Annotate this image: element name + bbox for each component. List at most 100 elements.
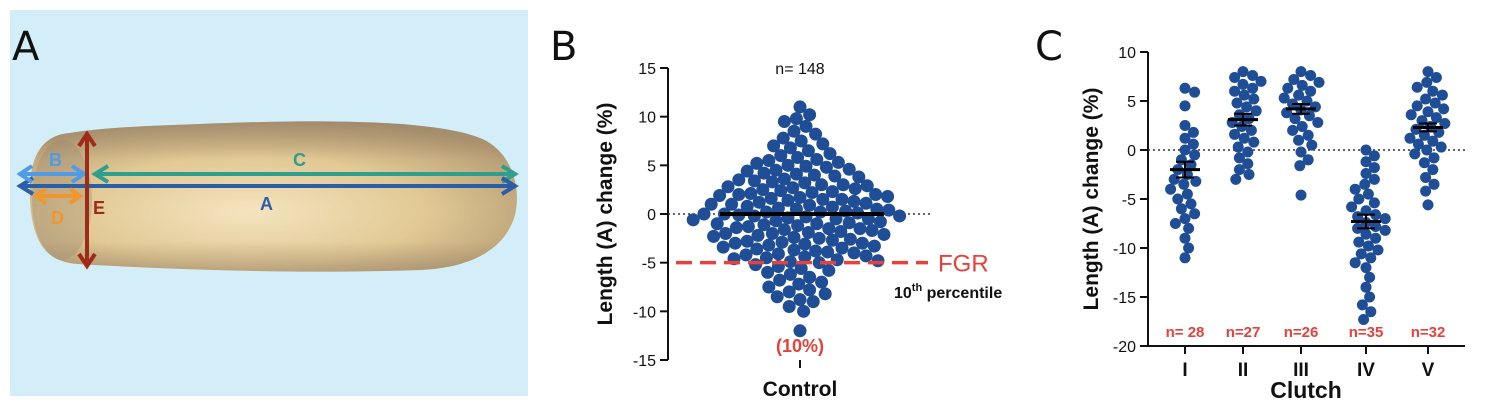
data-point (801, 225, 815, 239)
data-point (1412, 138, 1424, 150)
data-point (1430, 71, 1442, 83)
data-point (1306, 139, 1318, 151)
data-point (1370, 232, 1382, 244)
data-point (1248, 93, 1260, 105)
data-point (816, 192, 830, 206)
data-point (1230, 173, 1242, 185)
label-b: B (49, 150, 62, 170)
data-point (787, 230, 801, 244)
data-point (1241, 101, 1253, 113)
data-point (803, 283, 817, 297)
data-point (842, 216, 856, 230)
data-point (1353, 236, 1365, 248)
data-point (798, 250, 812, 264)
data-point (1427, 164, 1439, 176)
data-point (1418, 157, 1430, 169)
data-point (793, 100, 807, 114)
data-point (1169, 218, 1181, 229)
data-point (867, 239, 881, 253)
data-point (775, 235, 789, 249)
data-point (1179, 252, 1191, 264)
data-point (1190, 175, 1202, 187)
fgr-percent-label: (10%) (776, 336, 824, 356)
y-tick-label: 0 (1127, 143, 1136, 160)
data-point (774, 184, 788, 198)
data-point (1168, 173, 1180, 185)
data-point (1295, 146, 1307, 158)
data-point (1349, 257, 1361, 269)
data-point (1362, 240, 1374, 252)
data-point (1411, 100, 1423, 112)
data-point (810, 152, 824, 166)
data-point (1427, 135, 1439, 147)
data-point (776, 131, 790, 145)
y-axis-title: Length (A) change (%) (1080, 88, 1103, 311)
y-tick-label: 5 (647, 158, 656, 175)
data-point (1302, 154, 1314, 166)
data-point (1296, 120, 1308, 132)
data-point (1368, 162, 1380, 174)
data-point (752, 195, 766, 209)
y-tick-label: 15 (638, 61, 656, 78)
data-point (1365, 306, 1377, 318)
data-point (1295, 189, 1307, 201)
x-axis-title: Clutch (1270, 377, 1342, 403)
data-point (704, 197, 718, 211)
data-point (815, 275, 829, 289)
data-point (765, 226, 779, 240)
y-tick-label: 5 (1127, 94, 1136, 111)
data-point (852, 170, 866, 184)
data-point (893, 209, 907, 223)
x-category-label: V (1422, 360, 1435, 381)
arrow-d (32, 187, 84, 205)
panel-c-letter: C (1035, 24, 1063, 70)
data-point (1360, 168, 1372, 180)
data-point (1179, 100, 1191, 112)
data-point (881, 189, 895, 203)
data-point (818, 287, 832, 301)
data-point (1409, 148, 1421, 160)
data-point (825, 233, 839, 247)
data-point (791, 151, 805, 165)
x-category-label: III (1293, 360, 1309, 381)
data-point (1305, 85, 1317, 97)
data-point (1179, 213, 1191, 225)
y-tick-label: -10 (633, 304, 656, 321)
data-point (740, 234, 754, 248)
y-tick-label: -20 (1113, 339, 1136, 356)
data-point (1282, 82, 1294, 94)
data-point (1232, 141, 1244, 153)
data-point (1358, 314, 1370, 326)
data-point (1364, 291, 1376, 303)
data-point (1237, 66, 1249, 78)
data-point (773, 273, 787, 287)
data-point (1360, 281, 1372, 293)
data-point (843, 232, 857, 246)
data-point (797, 304, 811, 318)
data-point (815, 178, 829, 192)
data-point (732, 173, 746, 187)
data-point (1229, 71, 1241, 83)
data-point (770, 290, 784, 304)
panel-a: A B (10, 10, 528, 396)
x-category-label: Control (763, 378, 838, 401)
data-point (836, 178, 850, 192)
data-point (1368, 197, 1380, 209)
data-point (789, 112, 803, 126)
data-point (791, 219, 805, 233)
y-tick-label: -15 (1113, 290, 1136, 307)
data-point (757, 218, 771, 232)
data-point (1436, 89, 1448, 101)
arrow-e (77, 130, 97, 270)
panel-b: B -15 -10 -5 0 5 10 15 Control Length (A) change… (550, 24, 1002, 401)
data-point (1179, 132, 1191, 144)
data-point (1422, 199, 1434, 211)
data-point (729, 221, 743, 235)
data-point (1360, 205, 1372, 217)
data-point (1185, 198, 1197, 210)
data-point (1379, 213, 1391, 225)
panel-c: C -20 -15 -10 -5 0 5 10 Length (A) change (%) Cl… (1035, 24, 1465, 403)
data-point (1237, 78, 1249, 90)
data-point (710, 217, 724, 231)
data-point (769, 214, 783, 228)
